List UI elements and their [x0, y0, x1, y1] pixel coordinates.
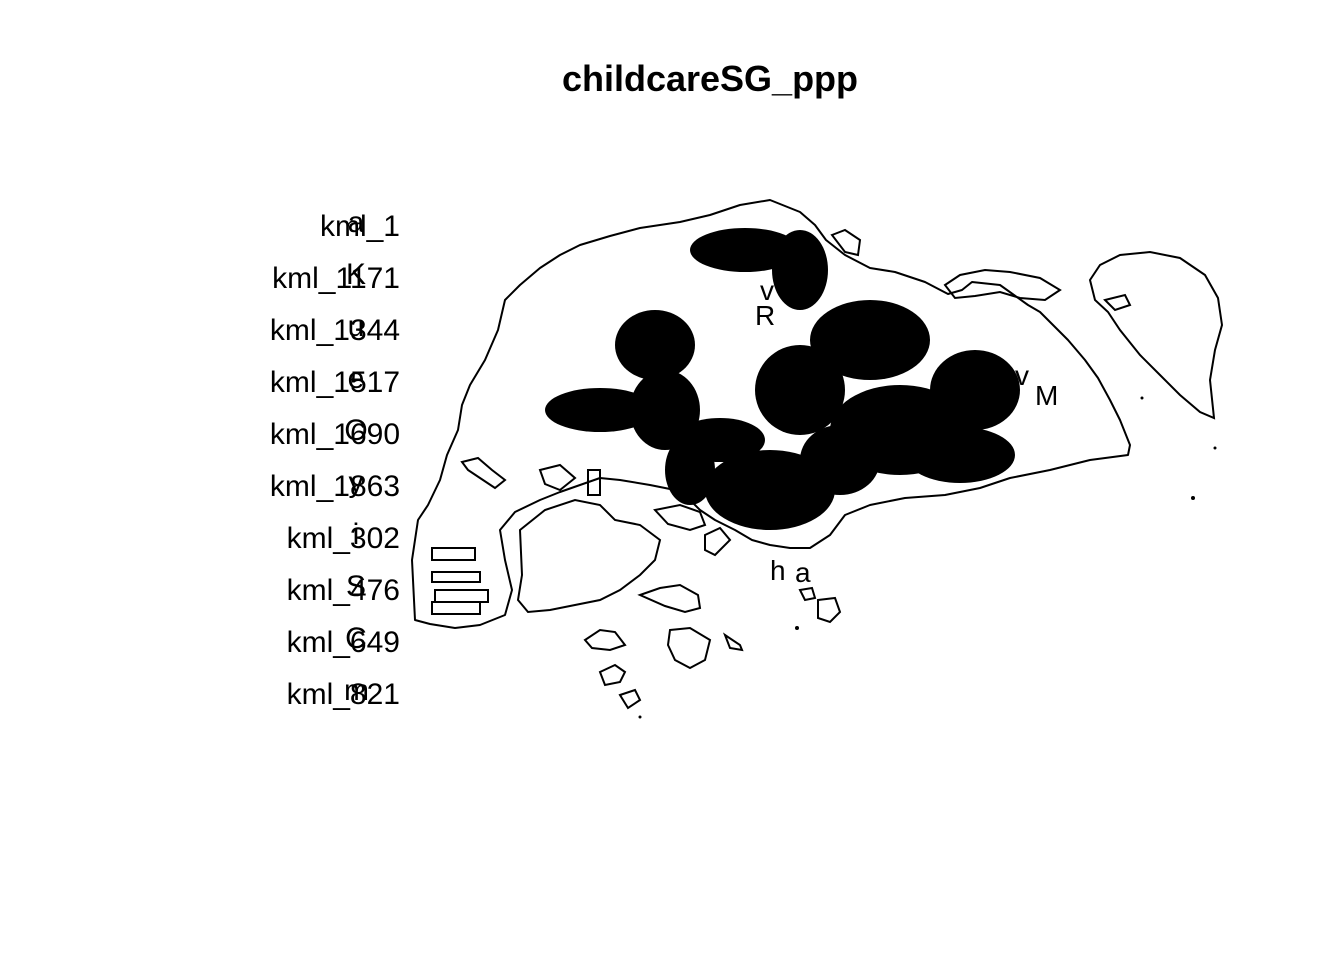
plot-title: childcareSG_ppp: [561, 58, 859, 99]
svg-text:h: h: [770, 555, 786, 586]
island-outline: [460, 456, 601, 496]
island-outline: [431, 547, 489, 615]
legend-row: kml_302 i: [100, 518, 400, 570]
island-outline: [1103, 293, 1132, 312]
svg-text:R: R: [755, 300, 775, 331]
legend-symbol: a: [347, 206, 365, 239]
legend-symbol: S: [345, 570, 366, 603]
legend-symbol: e: [347, 362, 365, 395]
island-outline: [583, 626, 744, 670]
island-outline: [516, 498, 662, 614]
legend-mark-label: kml_302: [286, 522, 400, 555]
legend-mark-label: kml_1517: [269, 366, 400, 399]
map-dot: [795, 626, 799, 630]
legend-mark-label: kml_476: [286, 574, 400, 607]
legend-mark-label: kml_1690: [269, 418, 400, 451]
island-outline: [830, 228, 862, 257]
legend-row: kml_1171 K: [100, 258, 400, 310]
legend-mark-label: kml_821: [286, 678, 400, 711]
legend-mark-label: kml_1: [319, 210, 400, 243]
island-outline: [943, 268, 1062, 302]
legend-row: kml_821 m: [100, 674, 400, 726]
svg-text:a: a: [795, 557, 811, 588]
legend-row: kml_1 a: [100, 206, 400, 258]
childcare-point-letters: R N M v v h a: [755, 275, 1058, 588]
island-outline: [411, 199, 1131, 629]
svg-text:v: v: [1015, 360, 1029, 391]
legend-symbol: i: [352, 518, 360, 551]
legend-mark-label: kml_1863: [269, 470, 400, 503]
legend-mark-label: kml_1171: [272, 262, 400, 295]
legend-mark-label: kml_649: [286, 626, 400, 659]
legend: kml_1 a kml_1171 K kml_1344 u kml_1517 e…: [100, 206, 400, 726]
map-dot: [1140, 396, 1144, 400]
island-outline: [653, 503, 732, 557]
svg-text:v: v: [760, 275, 774, 306]
island-outline: [798, 586, 842, 624]
legend-row: kml_1863 y: [100, 466, 400, 518]
childcare-points-cluster: [545, 228, 1020, 530]
legend-symbol: m: [344, 674, 369, 707]
legend-row: kml_649 C: [100, 622, 400, 674]
legend-symbol: K: [345, 258, 366, 291]
legend-row: kml_1517 e: [100, 362, 400, 414]
island-outline: [598, 663, 642, 710]
legend-row: kml_476 S: [100, 570, 400, 622]
legend-mark-label: kml_1344: [269, 314, 400, 347]
map-dot: [1191, 496, 1195, 500]
legend-symbol: C: [345, 622, 367, 655]
island-outline: [637, 583, 702, 614]
legend-symbol: y: [348, 466, 364, 499]
legend-symbol: O: [344, 414, 368, 447]
legend-row: kml_1690 O: [100, 414, 400, 466]
legend-symbol: u: [347, 310, 365, 343]
svg-text:N: N: [845, 300, 865, 331]
map-dot: [638, 715, 642, 719]
svg-text:M: M: [1035, 380, 1058, 411]
legend-row: kml_1344 u: [100, 310, 400, 362]
island-outline: [1088, 250, 1224, 420]
map-dot: [1213, 446, 1217, 450]
